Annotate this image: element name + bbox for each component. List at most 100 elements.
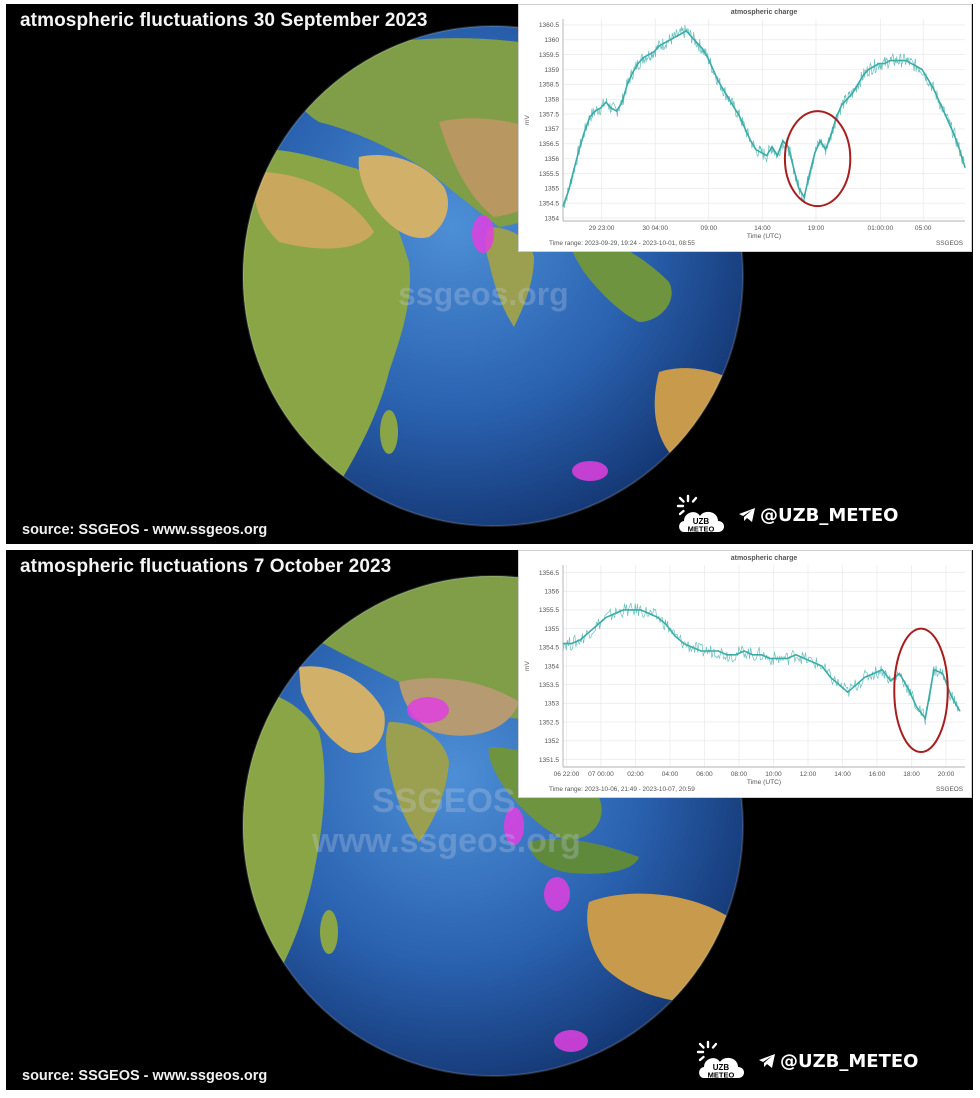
data-point: [959, 149, 961, 151]
y-tick-label: 1360: [544, 37, 559, 44]
watermark-text: SSGEOS: [372, 782, 516, 820]
y-tick-label: 1355.5: [539, 607, 560, 614]
uzb-meteo-sun-cloud-icon: UZB METEO: [676, 494, 724, 534]
data-point: [964, 166, 966, 169]
data-point: [726, 654, 728, 656]
telegram-handle[interactable]: @UZB_METEO: [758, 1051, 918, 1072]
y-tick-label: 1355: [544, 626, 559, 633]
watermark-text: ssgeos.org: [398, 276, 569, 312]
data-point: [937, 98, 939, 100]
x-tick-label: 01:00:00: [867, 225, 893, 232]
data-point: [841, 104, 843, 106]
y-tick-label: 1356: [544, 588, 559, 595]
y-tick-label: 1352: [544, 738, 559, 745]
x-tick-label: 16:00: [869, 771, 886, 778]
series-noise: [562, 24, 965, 208]
data-point: [750, 140, 752, 142]
data-point: [674, 635, 676, 637]
data-point: [616, 110, 618, 112]
data-point: [583, 131, 586, 133]
y-tick-label: 1356: [544, 156, 559, 163]
data-point: [707, 57, 709, 59]
telegram-handle[interactable]: @UZB_METEO: [738, 505, 898, 526]
data-point: [728, 98, 730, 100]
watermark-text: www.ssgeos.org: [312, 822, 581, 860]
data-point: [734, 654, 737, 656]
data-point: [862, 74, 864, 77]
x-axis-label: Time (UTC): [747, 779, 781, 786]
data-point: [589, 116, 591, 118]
data-point: [795, 654, 797, 656]
panel-title: atmospheric fluctuations 7 October 2023: [20, 556, 392, 577]
x-tick-label: 18:00: [903, 771, 920, 778]
data-point: [890, 680, 892, 682]
data-point: [610, 107, 612, 109]
data-point: [700, 650, 702, 652]
y-tick-label: 1357: [544, 126, 559, 133]
data-point: [626, 83, 628, 85]
epicenter-marker: [544, 877, 570, 911]
data-point: [701, 48, 703, 50]
x-tick-label: 14:00: [834, 771, 851, 778]
data-point: [792, 166, 795, 169]
data-point: [567, 190, 569, 192]
data-point: [846, 98, 848, 100]
data-point: [648, 613, 650, 615]
telegram-handle-text: @UZB_METEO: [780, 1050, 919, 1072]
x-tick-label: 02:00: [627, 771, 644, 778]
y-tick-label: 1359: [544, 67, 559, 74]
data-point: [873, 65, 875, 68]
data-point: [653, 51, 655, 53]
data-point: [588, 631, 590, 633]
data-point: [786, 657, 788, 660]
data-point: [830, 134, 832, 136]
chart-source-label: SSGEOS: [936, 240, 963, 247]
data-point: [733, 107, 736, 109]
data-point: [637, 62, 639, 65]
data-point: [605, 616, 607, 618]
epicenter-marker: [504, 807, 524, 845]
data-point: [709, 650, 711, 652]
chart-title: atmospheric charge: [731, 9, 798, 16]
y-tick-label: 1353.5: [539, 682, 560, 689]
data-point: [819, 140, 821, 142]
panel-title: atmospheric fluctuations 30 September 20…: [20, 10, 428, 31]
data-point: [562, 205, 564, 207]
logo-meteo-text: METEO: [688, 525, 715, 534]
data-point: [683, 642, 685, 645]
x-tick-label: 06 22:00: [554, 771, 580, 778]
data-point: [640, 609, 642, 611]
y-tick-label: 1360.5: [539, 22, 560, 29]
data-point: [648, 54, 650, 56]
y-tick-label: 1351.5: [539, 757, 560, 764]
data-point: [766, 155, 768, 157]
source-caption: source: SSGEOS - www.ssgeos.org: [22, 522, 268, 538]
data-point: [959, 710, 961, 712]
data-point: [596, 624, 599, 626]
data-point: [739, 116, 741, 118]
data-point: [864, 676, 866, 678]
data-point: [665, 624, 668, 626]
y-tick-label: 1359.5: [539, 52, 560, 59]
y-tick-label: 1357.5: [539, 111, 560, 118]
x-tick-label: 20:00: [938, 771, 955, 778]
data-point: [821, 665, 823, 667]
data-point: [867, 68, 870, 71]
y-tick-label: 1354: [544, 663, 559, 670]
data-point: [950, 695, 952, 697]
logo-uzb-text: UZB: [713, 1063, 730, 1072]
data-point: [829, 676, 832, 678]
data-point: [894, 59, 896, 62]
data-point: [900, 59, 902, 62]
x-tick-label: 09:00: [701, 225, 718, 232]
telegram-icon: [739, 508, 755, 522]
data-point: [812, 661, 814, 663]
x-tick-label: 04:00: [662, 771, 679, 778]
data-point: [605, 101, 607, 103]
data-point: [657, 616, 659, 618]
y-tick-label: 1354: [544, 215, 559, 222]
data-point: [942, 110, 945, 112]
data-point: [594, 110, 596, 112]
y-tick-label: 1354.5: [539, 645, 560, 652]
series-noise: [562, 602, 960, 725]
